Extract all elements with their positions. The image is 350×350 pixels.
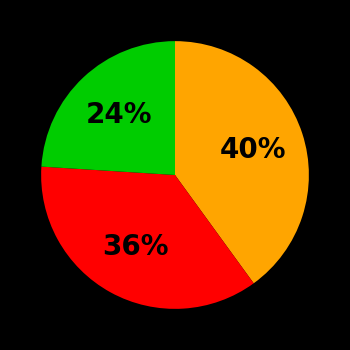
- Wedge shape: [41, 41, 175, 175]
- Wedge shape: [41, 167, 254, 309]
- Wedge shape: [175, 41, 309, 283]
- Text: 36%: 36%: [102, 233, 169, 261]
- Text: 24%: 24%: [86, 101, 152, 129]
- Text: 40%: 40%: [220, 136, 286, 164]
